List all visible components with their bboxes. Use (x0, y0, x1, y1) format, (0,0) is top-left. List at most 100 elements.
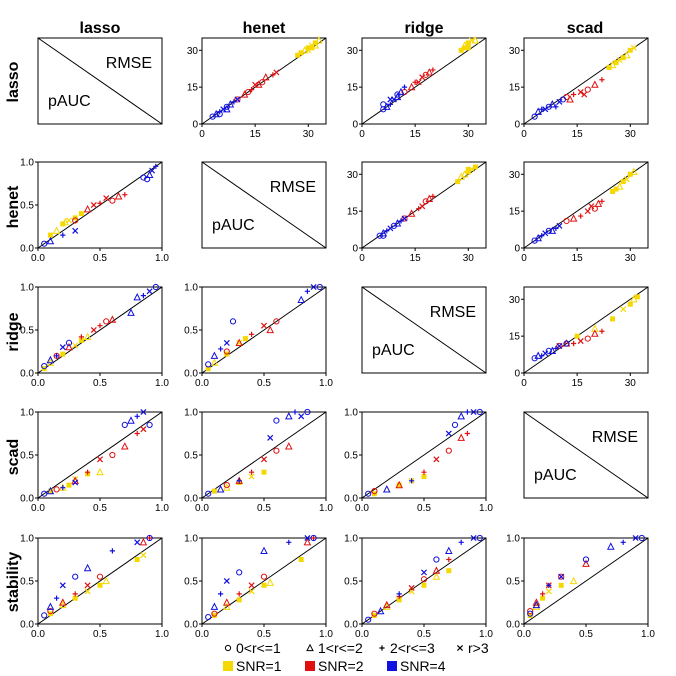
data-point (419, 203, 426, 210)
data-point (96, 456, 104, 463)
data-point (210, 602, 219, 610)
data-point (84, 582, 91, 589)
data-point (548, 226, 557, 234)
data-point (122, 192, 128, 198)
data-point (620, 179, 626, 185)
data-point (458, 47, 464, 53)
data-point (622, 50, 631, 59)
data-point (97, 582, 103, 588)
data-point (134, 557, 140, 562)
data-point (260, 322, 268, 329)
data-point (527, 612, 533, 618)
row-header-ridge: ridge (5, 312, 22, 351)
panels: RMSE pAUC RMSE pAUC RMSE pAUC RMSE pAUC 0 15 30 0 15… (20, 36, 655, 641)
y-tick-label: 15 (187, 83, 199, 94)
data-point (134, 430, 140, 437)
panel-stability-vs-scad: 0.0 0.5 1.0 0.0 0.5 1.0 (506, 534, 655, 641)
data-point (445, 430, 452, 437)
data-point (284, 412, 293, 420)
diagonal-panel-henet: RMSE pAUC (201, 161, 327, 249)
data-point (396, 591, 402, 597)
data-point (627, 47, 633, 53)
data-point (211, 610, 218, 617)
data-point (78, 334, 84, 340)
x-tick-label: 0.0 (31, 378, 45, 389)
data-point (412, 79, 418, 85)
data-point (267, 434, 274, 441)
data-point (109, 548, 115, 554)
y-tick-label: 15 (347, 83, 359, 94)
data-point (226, 100, 235, 108)
legend-label-snr: SNR=1 (236, 658, 282, 674)
data-point (72, 479, 79, 486)
data-point (127, 308, 135, 316)
data-point (599, 77, 605, 83)
data-point (464, 409, 470, 415)
data-point (571, 91, 577, 98)
x-tick-label: 30 (303, 129, 315, 140)
panel-henet-vs-lasso: 0.0 0.5 1.0 0.0 0.5 1.0 (20, 158, 169, 265)
identity-line (523, 286, 649, 374)
y-tick-label: 0 (514, 120, 520, 131)
x-tick-label: 1.0 (319, 378, 333, 389)
x-tick-label: 1.0 (155, 629, 169, 640)
panel-ridge-vs-henet: 0.0 0.5 1.0 0.0 0.5 1.0 (184, 283, 333, 390)
data-point (236, 478, 242, 484)
y-tick-label: 0 (514, 244, 520, 255)
identity-line (37, 286, 163, 374)
x-tick-label: 15 (572, 129, 584, 140)
data-point (401, 215, 408, 222)
panel-diagonal (523, 411, 649, 499)
data-point (558, 573, 565, 580)
column-headers: lasso henet ridge scad (80, 20, 604, 37)
x-tick-label: 0 (359, 129, 365, 140)
x-tick-label: 15 (572, 253, 584, 264)
data-point (229, 318, 237, 325)
data-point (548, 100, 557, 108)
x-tick-label: 1.0 (155, 503, 169, 514)
data-point (47, 232, 53, 238)
legend-label-plus: 2<r<=3 (390, 640, 435, 656)
data-point (248, 582, 255, 589)
data-point (470, 534, 477, 542)
y-tick-label: 0.0 (20, 494, 34, 505)
data-point (61, 217, 70, 226)
panel-stability-vs-lasso: 0.0 0.5 1.0 0.0 0.5 1.0 (20, 534, 169, 641)
data-point (365, 490, 372, 497)
data-point (60, 351, 66, 357)
data-point (591, 80, 599, 88)
diag-label-pauc: pAUC (534, 467, 577, 484)
legend-swatch (305, 661, 315, 671)
data-point (584, 208, 591, 215)
x-tick-label: 1.0 (319, 503, 333, 514)
data-point (432, 566, 441, 574)
y-tick-label: 1.0 (184, 534, 198, 545)
data-point (298, 50, 304, 56)
data-point (254, 80, 263, 88)
x-tick-label: 15 (572, 378, 584, 389)
diagonal-panel-lasso: RMSE pAUC (37, 37, 163, 125)
data-point (103, 195, 110, 202)
data-point (109, 451, 116, 459)
x-tick-label: 1.0 (155, 378, 169, 389)
y-tick-label: 0.0 (344, 620, 358, 631)
data-point (578, 213, 584, 219)
identity-line (201, 537, 327, 625)
data-point (613, 186, 619, 192)
data-point (397, 87, 405, 96)
data-point (273, 447, 280, 454)
data-point (376, 606, 385, 615)
panel-lasso-vs-ridge: 0 15 30 0 15 30 (347, 36, 487, 140)
data-point (65, 342, 73, 351)
y-tick-label: 1.0 (344, 534, 358, 545)
data-point (542, 230, 549, 237)
data-point (59, 344, 66, 351)
data-point (273, 417, 280, 424)
column-header-lasso: lasso (80, 20, 121, 37)
y-tick-label: 0.5 (20, 451, 34, 462)
data-point (284, 442, 293, 450)
data-point (310, 534, 317, 542)
data-point (457, 412, 466, 420)
data-point (97, 323, 103, 329)
